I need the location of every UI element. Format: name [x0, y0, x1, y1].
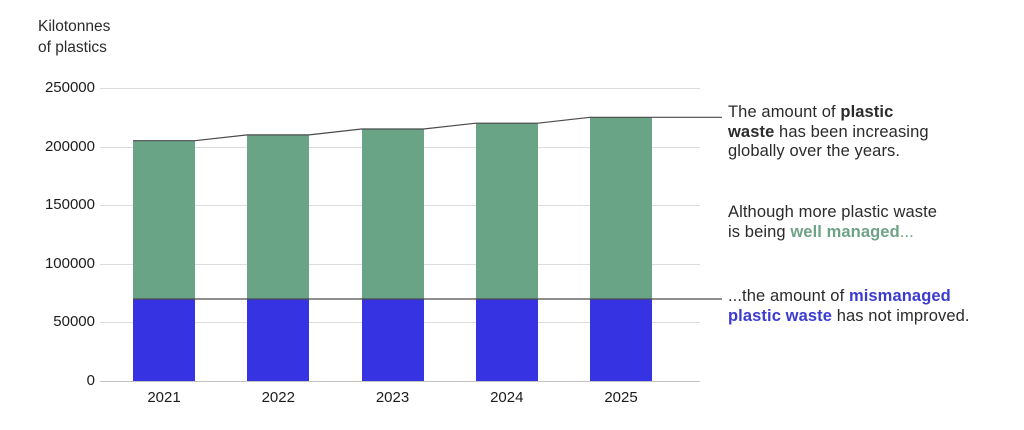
annotation-text: waste: [728, 122, 775, 141]
y-axis-title: Kilotonnes of plastics: [38, 16, 110, 58]
annotation-text: ...: [899, 222, 914, 241]
annotation-text: The amount of: [728, 103, 841, 121]
annotation-line: waste has been increasing: [728, 123, 984, 143]
annotation-line: The amount of plastic: [728, 103, 984, 123]
y-tick-label: 50000: [53, 313, 95, 331]
annotation-text: has been increasing: [774, 122, 929, 141]
bar-segment-mismanaged: [475, 298, 538, 381]
y-tick-label: 200000: [44, 137, 95, 155]
annotation-line: plastic waste has not improved.: [728, 307, 984, 327]
annotation-text: ...the amount of: [728, 287, 849, 305]
annotation-line: is being well managed...: [728, 223, 984, 243]
x-tick-label: 2024: [490, 389, 524, 406]
bar-segment-mismanaged: [361, 298, 424, 381]
annotation-text: globally over the years.: [728, 142, 901, 160]
x-tick-label: 2023: [375, 389, 410, 406]
y-axis-title-line2: of plastics: [38, 39, 107, 56]
annotation-text: mismanaged: [848, 287, 951, 305]
annotation-text: Although more plastic waste: [728, 203, 938, 221]
bar-segment-mismanaged: [133, 298, 195, 381]
annotation-mismanaged: ...the amount of mismanaged plastic waste…: [728, 287, 984, 326]
gridline: [100, 88, 700, 89]
y-axis-title-line1: Kilotonnes: [38, 18, 111, 35]
annotation-text: plastic waste: [728, 306, 833, 325]
bar-segment-mismanaged: [590, 298, 652, 381]
annotation-text: well managed: [790, 222, 900, 241]
gridline: [100, 381, 700, 382]
y-tick-label: 100000: [44, 254, 95, 272]
bar-segment-mismanaged: [247, 298, 310, 381]
annotation-text: has not improved.: [832, 306, 970, 325]
bar-segment-well_managed: [361, 129, 424, 299]
annotation-text: is being: [728, 222, 791, 241]
bar-segment-well_managed: [590, 117, 652, 299]
bar-segment-well_managed: [133, 140, 195, 299]
annotation-text: plastic: [840, 103, 894, 121]
annotation-line: Although more plastic waste: [728, 203, 984, 223]
bar-segment-well_managed: [475, 123, 538, 299]
x-tick-label: 2022: [261, 389, 295, 406]
x-tick-label: 2021: [147, 389, 181, 406]
x-tick-label: 2025: [604, 389, 638, 406]
y-tick-label: 0: [86, 372, 95, 389]
bar-segment-well_managed: [247, 134, 310, 299]
annotation-well-managed: Although more plastic waste is being well…: [728, 203, 984, 242]
annotation-line: globally over the years.: [728, 142, 984, 162]
annotation-line: ...the amount of mismanaged: [728, 287, 984, 307]
y-tick-label: 150000: [44, 196, 95, 214]
annotation-plastic-waste: The amount of plastic waste has been incr…: [728, 103, 984, 162]
y-tick-label: 250000: [44, 79, 95, 96]
